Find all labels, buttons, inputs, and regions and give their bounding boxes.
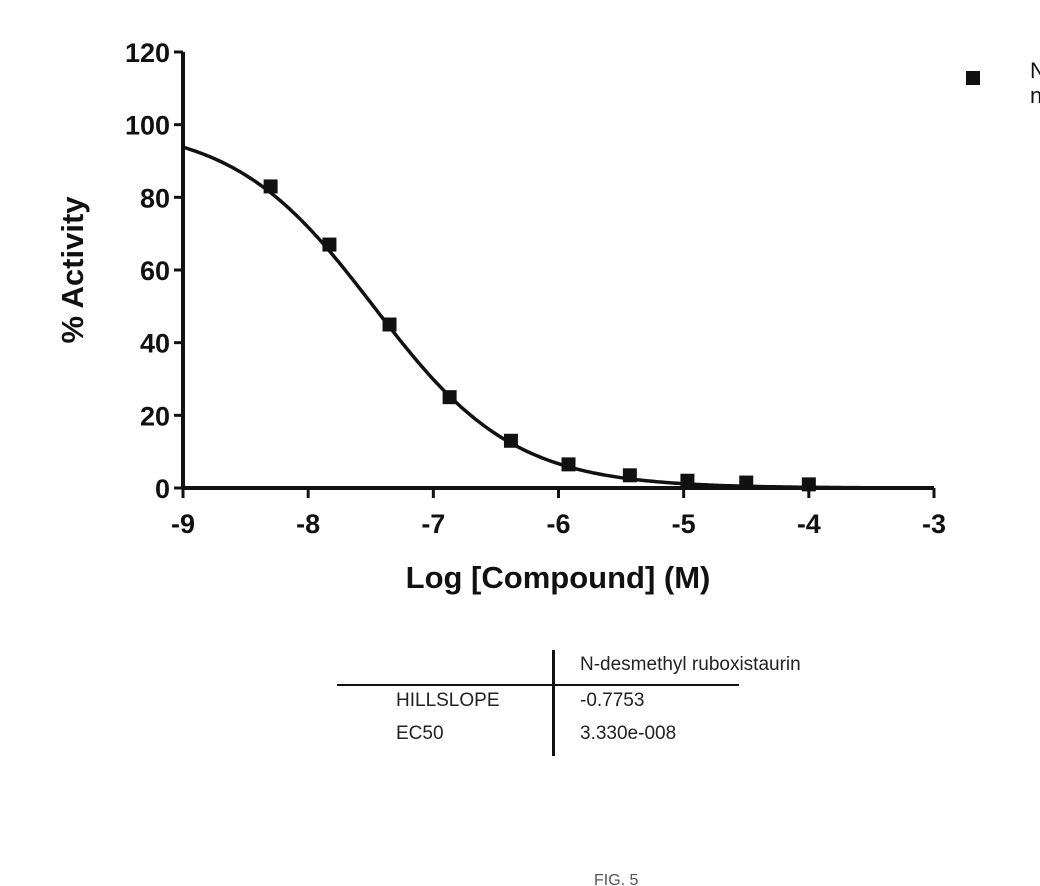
table-row-label-hillslope: HILLSLOPE [396,690,500,711]
legend-label: N [1030,58,1040,83]
data-points-layer [263,179,816,492]
y-tick-label: 120 [125,38,170,68]
legend-marker [966,71,980,85]
x-tick-label: -9 [171,509,195,539]
dose-response-chart: 0 20 40 60 80 100 120 -9 -8 -7 -6 -5 -4 -3 Nn Log [Co… [55,38,1040,595]
x-tick-label: -4 [797,509,821,539]
data-point [322,237,337,252]
y-tick-label: 0 [155,474,170,504]
x-tick-label: -7 [421,509,445,539]
x-tick-label: -6 [546,509,570,539]
y-axis-title: % Activity [55,196,90,344]
data-point [561,457,576,472]
x-tick-label: -3 [922,509,946,539]
x-tick-label: -8 [296,509,320,539]
legend-label: n [1030,83,1040,108]
chart-legend: Nn [966,58,1040,108]
table-vertical-rule [552,650,555,756]
table-row-label-ec50: EC50 [396,723,444,744]
data-point [801,477,816,492]
y-tick-label: 100 [125,111,170,141]
data-point [622,468,637,483]
data-point [503,433,518,448]
data-point [382,317,397,332]
table-row-value-ec50: 3.330e-008 [580,723,677,744]
x-tick-label: -5 [672,509,696,539]
figure-caption: FIG. 5 [594,872,639,886]
table-row-value-hillslope: -0.7753 [580,690,645,711]
data-point [442,390,457,405]
y-tick-label: 80 [140,183,170,213]
x-axis-title: Log [Compound] (M) [406,560,711,595]
table-header-compound: N-desmethyl ruboxistaurin [580,654,801,675]
y-tick-label: 20 [140,401,170,431]
data-point [680,473,695,488]
y-tick-label: 60 [140,256,170,286]
table-horizontal-rule [337,684,739,686]
y-tick-label: 40 [140,329,170,359]
data-point [263,179,278,194]
data-point [739,475,754,490]
chart-axes: 0 20 40 60 80 100 120 -9 -8 -7 -6 -5 -4 -3 [125,38,946,539]
